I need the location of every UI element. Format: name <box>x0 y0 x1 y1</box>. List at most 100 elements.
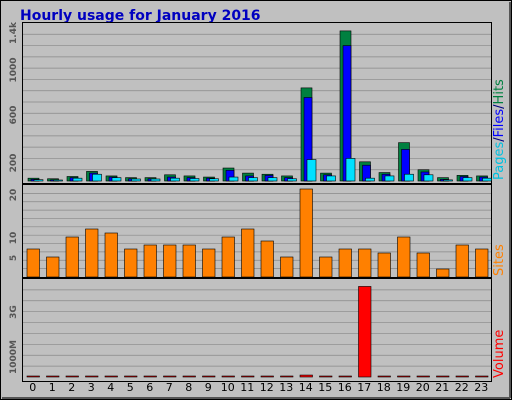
chart-title: Hourly usage for January 2016 <box>20 8 261 24</box>
volume-bar-8 <box>182 375 196 378</box>
pages-bar-17 <box>365 177 375 182</box>
sites-bar-16 <box>338 248 352 278</box>
sites-bar-20 <box>416 252 430 278</box>
sites-bar-10 <box>221 236 235 278</box>
sites-bar-6 <box>143 244 157 278</box>
volume-bar-22 <box>455 375 469 378</box>
legend-hits: Hits <box>492 79 507 104</box>
hits-panel <box>22 22 492 184</box>
sites-bar-14 <box>299 188 313 278</box>
volume-bar-3 <box>85 375 99 378</box>
pages-bar-5 <box>131 178 141 182</box>
sites-bars <box>26 188 489 278</box>
x-tick-11: 11 <box>240 381 254 394</box>
sites-bar-12 <box>260 240 274 278</box>
x-tick-22: 22 <box>455 381 469 394</box>
y-tick-10: 10 <box>9 232 19 245</box>
volume-bar-13 <box>280 375 294 378</box>
volume-bar-12 <box>260 375 274 378</box>
x-tick-0: 0 <box>29 381 36 394</box>
x-tick-10: 10 <box>221 381 235 394</box>
sites-bar-7 <box>163 244 177 278</box>
x-tick-15: 15 <box>318 381 332 394</box>
x-tick-1: 1 <box>49 381 56 394</box>
sites-bar-17 <box>358 248 372 278</box>
pages-bar-9 <box>209 178 219 182</box>
pages-bar-6 <box>150 178 161 182</box>
hits-y-ticks: 200 600 1000 1.4k <box>9 21 19 172</box>
y-tick-1000m: 1000M <box>9 340 19 374</box>
y-tick-3g: 3G <box>9 305 19 319</box>
volume-bar-2 <box>65 375 79 378</box>
hits-gridlines <box>23 33 491 171</box>
pages-bar-4 <box>111 177 122 182</box>
volume-panel <box>22 278 492 382</box>
sites-bar-9 <box>202 248 216 278</box>
volume-bar-20 <box>416 375 430 378</box>
volume-bar-17 <box>358 286 372 378</box>
volume-y-ticks: 1000M 3G <box>9 305 19 374</box>
sites-y-ticks: 5 10 20 <box>9 189 19 261</box>
volume-bar-19 <box>397 375 411 378</box>
sites-bar-22 <box>455 244 469 278</box>
volume-bar-23 <box>475 375 489 378</box>
y-tick-200: 200 <box>9 154 19 173</box>
volume-bar-7 <box>163 375 177 378</box>
legend-sites: Sites <box>492 244 507 276</box>
volume-bars <box>26 286 489 378</box>
pages-bar-22 <box>462 177 473 182</box>
sites-bar-4 <box>104 232 118 278</box>
pages-bar-1 <box>53 179 63 182</box>
pages-bar-18 <box>384 175 395 182</box>
x-tick-19: 19 <box>396 381 410 394</box>
sites-panel <box>22 184 492 278</box>
pages-bar-21 <box>443 179 453 182</box>
x-tick-20: 20 <box>416 381 430 394</box>
volume-bar-21 <box>436 375 450 378</box>
pages-bar-15 <box>326 175 336 182</box>
legend-volume: Volume <box>492 330 507 378</box>
x-tick-16: 16 <box>338 381 352 394</box>
volume-bar-5 <box>124 375 138 378</box>
x-tick-4: 4 <box>107 381 114 394</box>
pages-bar-13 <box>287 178 297 182</box>
sites-bar-0 <box>26 248 40 278</box>
y-tick-1.4k: 1.4k <box>9 21 19 44</box>
sites-bar-11 <box>241 228 255 278</box>
pages-bar-2 <box>72 177 83 182</box>
volume-bar-4 <box>104 375 118 378</box>
x-tick-labels: 0 1 2 3 4 5 6 7 8 9 10 11 12 13 14 15 16 17 18 19 20 21 22 23 <box>29 381 488 394</box>
x-tick-9: 9 <box>205 381 212 394</box>
y-tick-5: 5 <box>9 255 19 261</box>
sites-bar-18 <box>377 252 391 278</box>
sites-bar-1 <box>46 256 60 278</box>
x-tick-13: 13 <box>279 381 293 394</box>
legend-slash-2: / <box>492 104 507 109</box>
hits-bars <box>27 30 492 182</box>
x-tick-7: 7 <box>166 381 173 394</box>
sites-bar-2 <box>65 236 79 278</box>
pages-bar-3 <box>92 173 102 182</box>
volume-bar-0 <box>26 375 40 378</box>
sites-bar-3 <box>85 228 99 278</box>
y-tick-1000: 1000 <box>9 57 19 82</box>
sites-bar-8 <box>182 244 196 278</box>
pages-bar-23 <box>482 177 492 182</box>
legend-slash-1: / <box>492 137 507 142</box>
volume-bar-10 <box>221 375 235 378</box>
sites-bar-13 <box>280 256 294 278</box>
x-tick-5: 5 <box>127 381 134 394</box>
pages-bar-7 <box>170 177 180 182</box>
y-tick-20: 20 <box>9 189 19 202</box>
x-tick-23: 23 <box>474 381 488 394</box>
legend-files: Files <box>492 109 507 138</box>
sites-bar-5 <box>124 248 138 278</box>
x-tick-14: 14 <box>299 381 313 394</box>
pages-bar-19 <box>404 173 414 182</box>
pages-bar-10 <box>228 176 239 182</box>
volume-bar-14 <box>299 374 313 378</box>
sites-bar-15 <box>319 256 333 278</box>
volume-bar-16 <box>338 375 352 378</box>
